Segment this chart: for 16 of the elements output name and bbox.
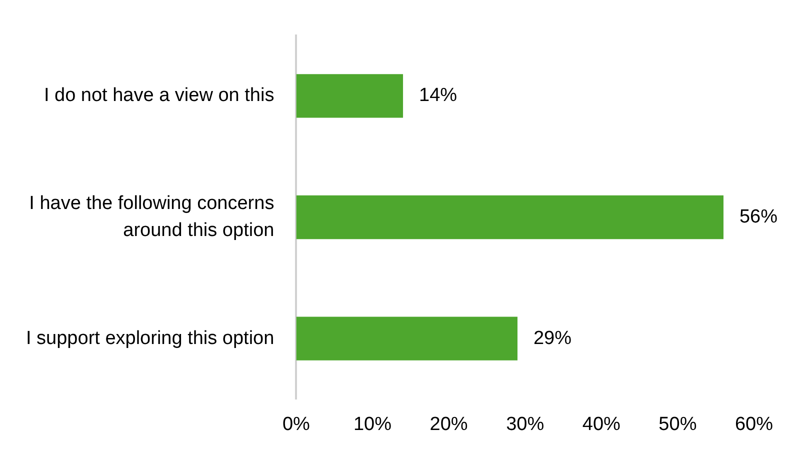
data-label: 56% <box>739 206 778 228</box>
x-tick-label: 10% <box>353 414 392 435</box>
x-tick-label: 50% <box>658 414 697 435</box>
x-tick-label: 60% <box>734 414 774 435</box>
x-tick-label: 20% <box>430 414 468 435</box>
x-tick-label: 40% <box>582 414 621 435</box>
y-tick-label: I support exploring this option <box>26 328 274 349</box>
bar <box>296 195 724 240</box>
data-label: 14% <box>419 85 458 106</box>
bar <box>296 74 404 118</box>
bar <box>296 316 518 360</box>
data-label: 29% <box>533 328 572 349</box>
y-tick-label: I have the following concerns around this option <box>29 193 274 241</box>
x-tick-label: 0% <box>282 414 310 435</box>
x-tick-label: 30% <box>506 414 544 435</box>
y-tick-label: I do not have a view on this <box>44 85 274 106</box>
